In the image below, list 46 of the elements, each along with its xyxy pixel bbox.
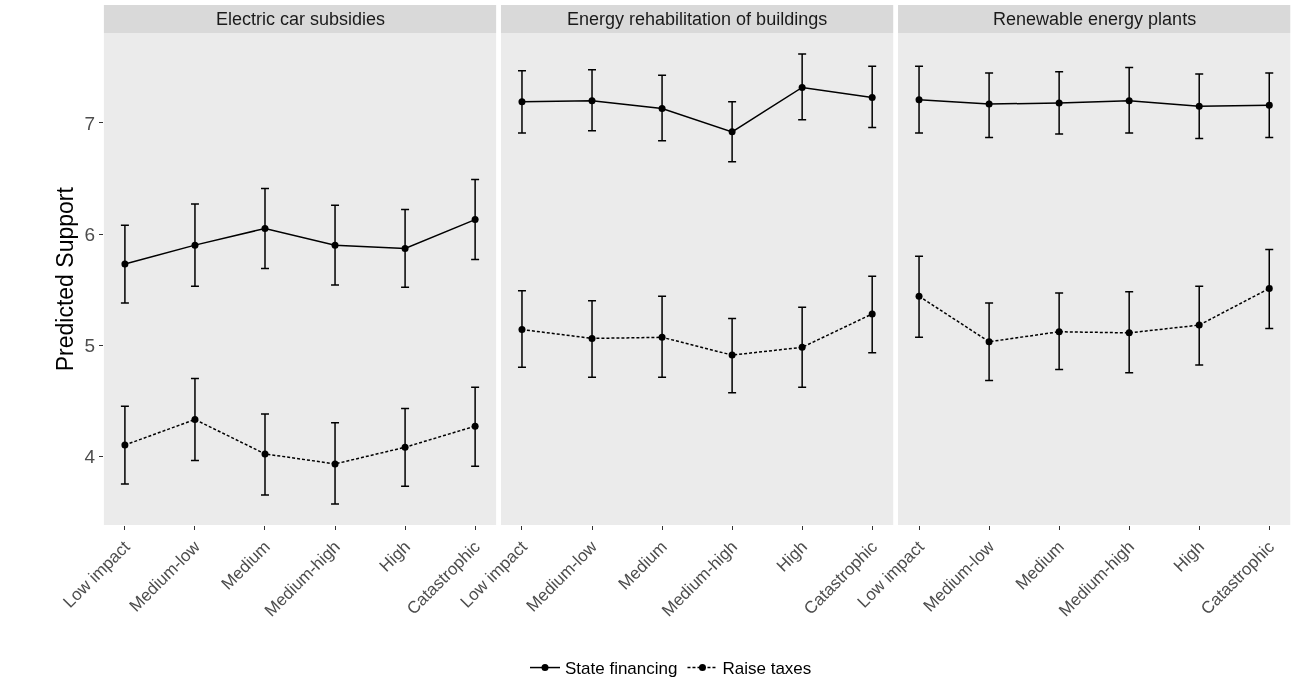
point bbox=[1195, 102, 1203, 110]
y-tick-label: 6 bbox=[84, 223, 96, 245]
point bbox=[985, 100, 993, 108]
point bbox=[868, 310, 876, 318]
point bbox=[658, 333, 666, 341]
y-tick-label: 5 bbox=[84, 334, 96, 356]
point bbox=[1265, 101, 1273, 109]
point bbox=[1265, 284, 1273, 292]
point bbox=[121, 260, 129, 268]
point bbox=[798, 83, 806, 91]
y-tick-label: 4 bbox=[84, 445, 96, 467]
point bbox=[331, 460, 339, 468]
point bbox=[331, 241, 339, 249]
point bbox=[588, 334, 596, 342]
point bbox=[518, 98, 526, 106]
legend-label: Raise taxes bbox=[722, 659, 812, 679]
point bbox=[1125, 329, 1133, 337]
chart-title: Energy rehabilitation of buildings bbox=[567, 9, 828, 29]
point bbox=[191, 241, 199, 249]
point bbox=[1055, 99, 1063, 107]
point bbox=[985, 338, 993, 346]
point bbox=[261, 224, 269, 232]
point bbox=[798, 343, 806, 351]
point bbox=[868, 93, 876, 101]
point bbox=[518, 326, 526, 334]
point bbox=[728, 128, 736, 136]
point bbox=[401, 443, 409, 451]
point bbox=[191, 415, 199, 423]
point bbox=[1055, 328, 1063, 336]
point bbox=[1195, 321, 1203, 329]
y-tick-label: 7 bbox=[84, 112, 96, 134]
point bbox=[588, 97, 596, 105]
point bbox=[261, 450, 269, 458]
point bbox=[728, 351, 736, 359]
point bbox=[471, 422, 479, 430]
chart-title: Electric car subsidies bbox=[216, 9, 386, 29]
point bbox=[915, 292, 923, 300]
point bbox=[915, 96, 923, 104]
point bbox=[401, 244, 409, 252]
chart-title: Renewable energy plants bbox=[993, 9, 1197, 29]
point bbox=[121, 441, 129, 449]
y-axis-title: Predicted Support bbox=[52, 186, 79, 372]
point bbox=[471, 216, 479, 224]
point bbox=[1125, 97, 1133, 105]
point bbox=[658, 105, 666, 113]
legend-label: State financing bbox=[565, 659, 678, 679]
